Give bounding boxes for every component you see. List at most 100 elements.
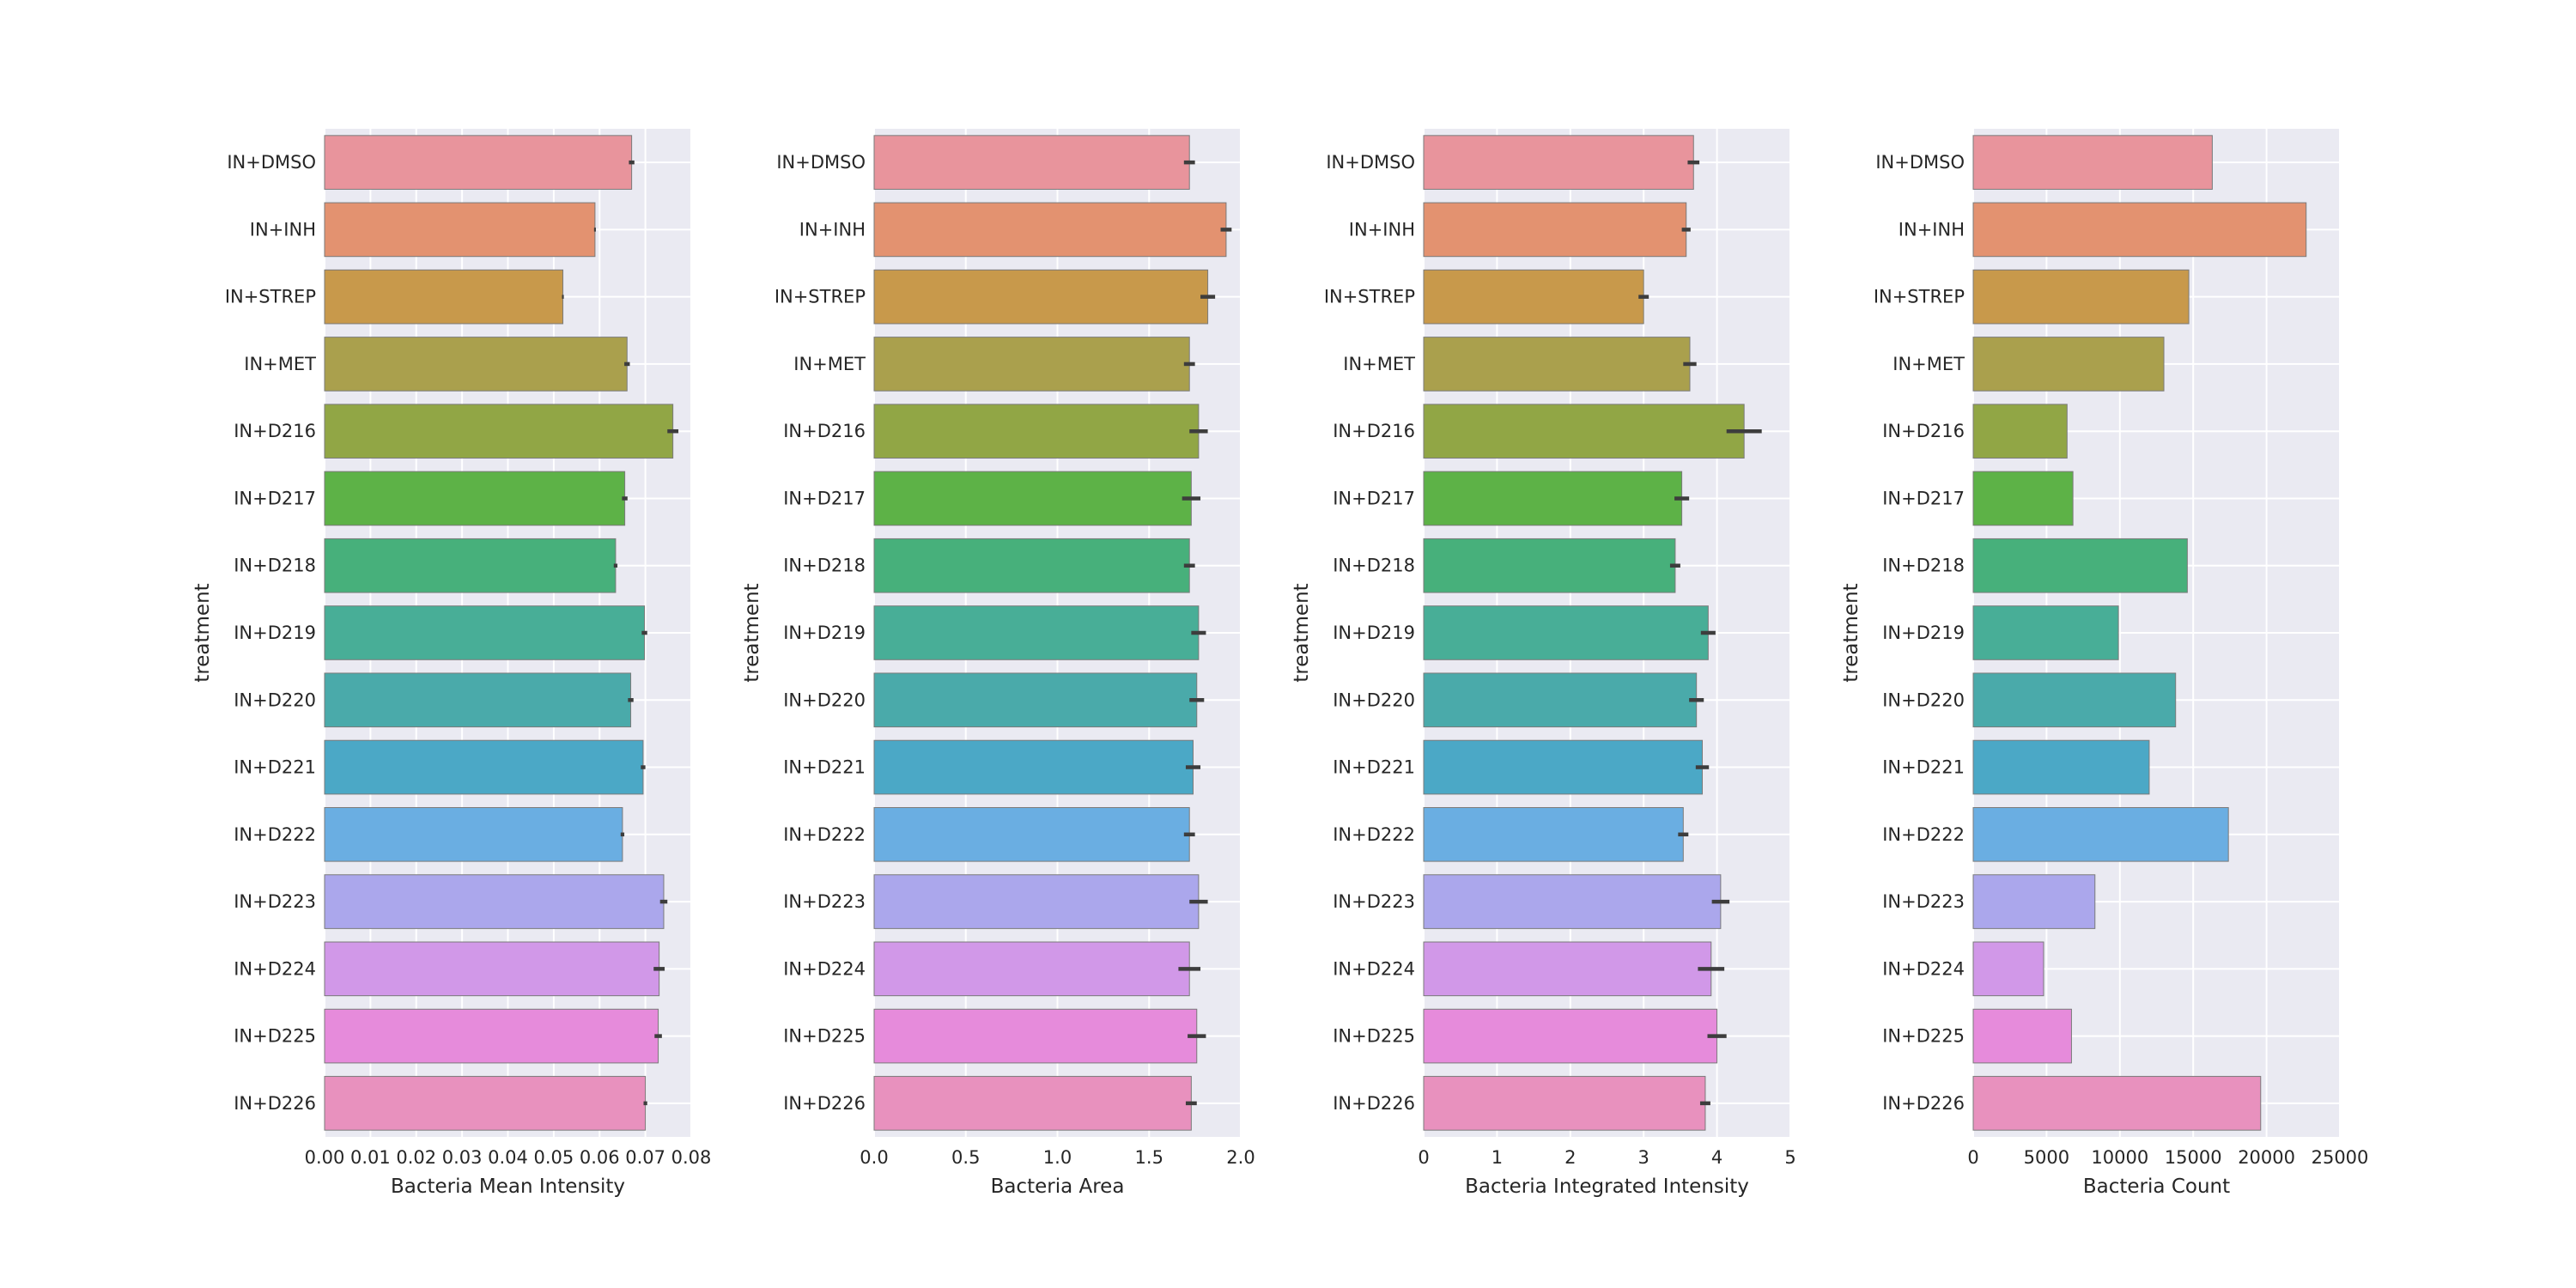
bar-in-d223: [873, 874, 1200, 929]
y-tick-label: IN+D220: [783, 690, 866, 710]
x-tick-label: 0.07: [625, 1147, 665, 1168]
y-tick-label: IN+D221: [1882, 757, 1965, 778]
bar-in-d216: [1972, 404, 2068, 459]
y-tick-label: IN+D220: [1882, 690, 1965, 710]
bar-in-strep: [1972, 269, 2190, 325]
y-tick-label: IN+STREP: [1874, 287, 1965, 307]
x-tick-label: 0.05: [533, 1147, 574, 1168]
y-tick-label: IN+D220: [234, 690, 316, 710]
y-axis-title: treatment: [741, 583, 763, 682]
y-tick-label: IN+DMSO: [1875, 152, 1965, 173]
y-tick-label: IN+D224: [1333, 958, 1415, 979]
bar-in-d218: [324, 538, 617, 593]
bar-in-d217: [1423, 471, 1683, 526]
y-tick-label: IN+D226: [1882, 1093, 1965, 1114]
bar-in-met: [873, 337, 1190, 392]
x-tick-label: 15000: [2165, 1147, 2222, 1168]
y-tick-label: IN+DMSO: [1326, 152, 1415, 173]
y-tick-label: IN+D224: [1882, 958, 1965, 979]
y-tick-label: IN+D223: [1882, 891, 1965, 912]
bar-in-d225: [324, 1008, 659, 1064]
y-tick-label: IN+D226: [783, 1093, 866, 1114]
y-tick-label: IN+D217: [234, 488, 316, 508]
panel-integrated-intensity: 0 1 2 3 4 5 IN+DMSO IN+INH IN+STREP IN+MET IN+D216…: [1291, 129, 1796, 1198]
bar-in-met: [1972, 337, 2165, 392]
bar-in-d220: [324, 672, 632, 728]
y-tick-label: IN+INH: [1899, 219, 1965, 240]
y-tick-label: IN+D221: [234, 757, 316, 778]
bar-in-d224: [1972, 941, 2044, 997]
x-tick-label: 4: [1711, 1147, 1722, 1168]
y-tick-label: IN+D225: [234, 1026, 316, 1047]
y-tick-label: IN+D219: [1333, 623, 1415, 643]
bar-in-d224: [873, 941, 1190, 997]
bar-in-met: [324, 337, 628, 392]
y-tick-label: IN+D222: [1333, 824, 1415, 845]
y-tick-label: IN+D219: [783, 623, 866, 643]
bar-in-d223: [324, 874, 665, 929]
x-tick-label: 1.5: [1135, 1147, 1163, 1168]
y-tick-label: IN+INH: [250, 219, 316, 240]
bar-in-d226: [1972, 1076, 2262, 1131]
y-tick-label: IN+MET: [1343, 354, 1415, 374]
y-tick-label: IN+INH: [799, 219, 866, 240]
panel-mean-intensity: 0.00 0.01 0.02 0.03 0.04 0.05 0.06 0.07 0.08 IN+D…: [191, 129, 711, 1198]
y-axis-title: treatment: [191, 583, 214, 682]
bar-in-d217: [1972, 471, 2074, 526]
y-tick-label: IN+D218: [783, 556, 866, 576]
y-tick-label: IN+D218: [1882, 556, 1965, 576]
y-tick-label: IN+MET: [1893, 354, 1965, 374]
bar-in-strep: [873, 269, 1209, 325]
bar-in-d218: [1423, 538, 1676, 593]
y-tick-label: IN+D225: [1882, 1026, 1965, 1047]
bar-in-d218: [1972, 538, 2188, 593]
y-tick-label: IN+D217: [1333, 488, 1415, 508]
x-tick-label: 0.03: [442, 1147, 483, 1168]
x-axis-title: Bacteria Mean Intensity: [391, 1176, 625, 1198]
bar-in-d216: [873, 404, 1200, 459]
y-tick-label: IN+D216: [234, 421, 316, 441]
x-tick-label: 10000: [2091, 1147, 2148, 1168]
bar-in-d226: [324, 1076, 647, 1131]
bar-in-inh: [873, 202, 1227, 258]
y-tick-label: IN+STREP: [225, 287, 316, 307]
bar-in-d219: [873, 605, 1200, 660]
bar-in-inh: [1423, 202, 1687, 258]
bar-in-d216: [324, 404, 674, 459]
x-tick-label: 0.00: [305, 1147, 345, 1168]
bar-in-d221: [1423, 739, 1704, 795]
x-axis-title: Bacteria Integrated Intensity: [1465, 1176, 1749, 1198]
bar-in-d222: [1423, 806, 1684, 862]
bar-in-d223: [1972, 874, 2096, 929]
x-tick-label: 0.04: [488, 1147, 528, 1168]
x-axis-title: Bacteria Area: [991, 1176, 1125, 1198]
y-tick-label: IN+D226: [1333, 1093, 1415, 1114]
bar-in-dmso: [873, 135, 1190, 190]
bar-in-d223: [1423, 874, 1722, 929]
x-tick-label: 20000: [2238, 1147, 2295, 1168]
panel-count: 0 5000 10000 15000 20000 25000 IN+DMSO IN+INH IN…: [1840, 129, 2368, 1198]
bar-in-d219: [324, 605, 646, 660]
x-tick-label: 0.02: [396, 1147, 436, 1168]
bar-in-inh: [1972, 202, 2307, 258]
y-tick-label: IN+D225: [1333, 1026, 1415, 1047]
y-tick-label: IN+D217: [783, 488, 866, 508]
y-tick-label: IN+D223: [1333, 891, 1415, 912]
x-axis-title: Bacteria Count: [2083, 1176, 2230, 1198]
y-tick-label: IN+D217: [1882, 488, 1965, 508]
x-tick-label: 5000: [2024, 1147, 2069, 1168]
bar-in-d226: [1423, 1076, 1706, 1131]
bar-in-d218: [873, 538, 1190, 593]
x-tick-label: 0: [1418, 1147, 1429, 1168]
x-tick-label: 0.0: [860, 1147, 888, 1168]
bar-in-d220: [873, 672, 1198, 728]
y-tick-label: IN+D225: [783, 1026, 866, 1047]
bar-in-d222: [873, 806, 1190, 862]
y-axis-title: treatment: [1840, 583, 1862, 682]
bar-in-d217: [324, 471, 626, 526]
bar-in-d222: [324, 806, 623, 862]
bar-in-d225: [1423, 1008, 1718, 1064]
y-tick-label: IN+STREP: [1324, 287, 1415, 307]
x-tick-label: 0.01: [350, 1147, 391, 1168]
